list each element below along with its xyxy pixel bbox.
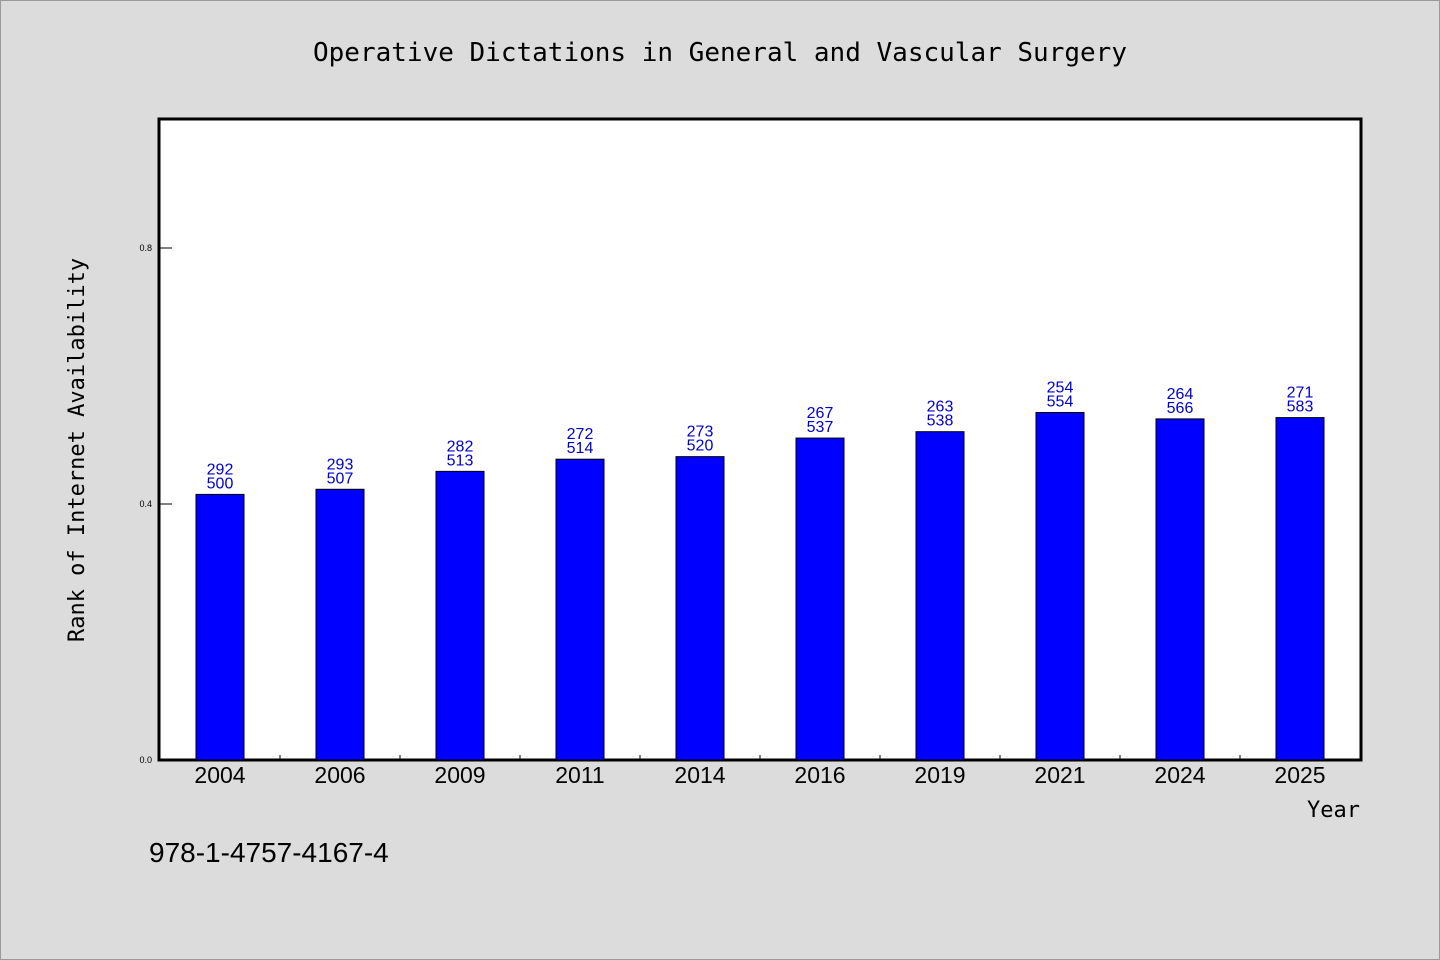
bar-2024 — [1155, 418, 1205, 761]
bar-label-top: 273 — [687, 424, 714, 441]
bar-2004 — [195, 493, 245, 761]
x-tick-label: 2016 — [794, 762, 845, 788]
x-tick-label: 2021 — [1034, 762, 1085, 788]
bar-label-bottom: 583 — [1287, 399, 1314, 416]
bar-label-bottom: 514 — [567, 440, 594, 457]
bar-2014 — [675, 456, 725, 761]
bar-label-bottom: 513 — [447, 452, 474, 469]
x-tick-label: 2025 — [1274, 762, 1325, 788]
x-tick-label: 2024 — [1154, 762, 1205, 788]
y-axis-label: Rank of Internet Availability — [65, 258, 90, 642]
x-axis-label: Year — [1307, 798, 1360, 823]
x-tick-label: 2006 — [314, 762, 365, 788]
bar-2006 — [315, 488, 365, 761]
bar-label-top: 293 — [327, 456, 354, 473]
x-tick-label: 2004 — [194, 762, 245, 788]
x-tick-label: 2014 — [674, 762, 725, 788]
bar-labels: 2925002935072825132725142735202675372635… — [207, 379, 1314, 492]
bar-label-top: 272 — [567, 426, 594, 443]
bar-label-bottom: 520 — [687, 438, 714, 455]
bar-label-bottom: 566 — [1167, 400, 1194, 417]
x-tick-label: 2009 — [434, 762, 485, 788]
bar-2021 — [1035, 411, 1085, 761]
bars — [195, 411, 1325, 761]
x-tick-label: 2011 — [555, 762, 604, 788]
bar-label-top: 271 — [1287, 385, 1314, 402]
bar-2025 — [1275, 417, 1325, 761]
bar-label-top: 254 — [1047, 379, 1074, 396]
bar-label-bottom: 500 — [207, 475, 234, 492]
bar-2016 — [795, 437, 845, 761]
chart-title: Operative Dictations in General and Vasc… — [313, 38, 1127, 68]
x-tick-label: 2019 — [914, 762, 965, 788]
y-tick-label: 0.8 — [139, 243, 152, 253]
bar-label-top: 263 — [927, 399, 954, 416]
bar-label-top: 282 — [447, 438, 474, 455]
bar-2009 — [435, 470, 485, 761]
bar-label-bottom: 554 — [1047, 393, 1074, 410]
y-tick-label: 0.0 — [139, 755, 152, 765]
y-tick-label: 0.4 — [139, 499, 152, 509]
bar-label-top: 264 — [1167, 386, 1194, 403]
bar-label-bottom: 537 — [807, 419, 834, 436]
bar-2019 — [915, 431, 965, 761]
bar-label-bottom: 507 — [327, 470, 354, 487]
axis-ticks: 2004 2006 2009 2011 2014 2016 2019 2021 2024 2025… — [139, 243, 1325, 788]
footer-code: 978-1-4757-4167-4 — [149, 837, 389, 868]
bar-2011 — [555, 458, 605, 761]
bar-label-top: 292 — [207, 461, 234, 478]
bar-label-top: 267 — [807, 405, 834, 422]
bar-label-bottom: 538 — [927, 413, 954, 430]
